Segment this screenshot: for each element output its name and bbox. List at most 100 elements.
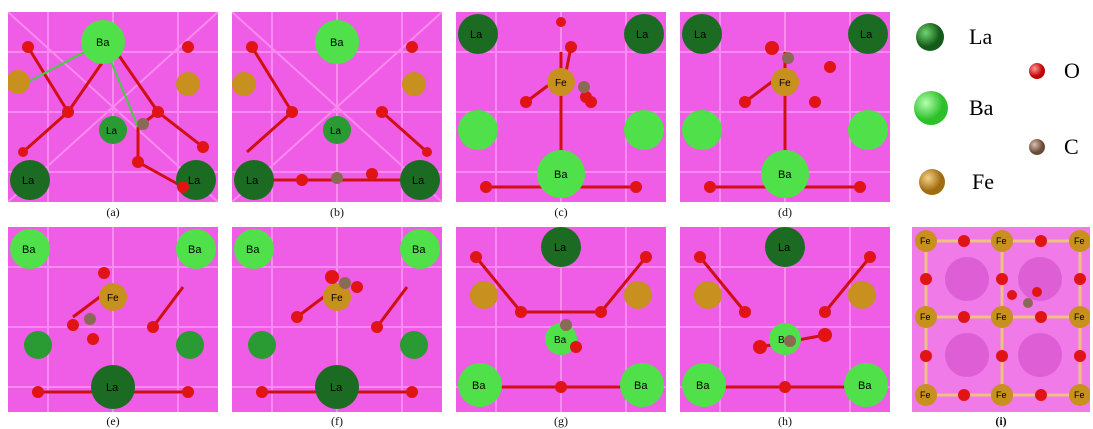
ba-atom <box>458 363 502 407</box>
la-atom <box>624 14 664 54</box>
caption-g: (g) <box>554 414 568 428</box>
c-atom <box>339 277 351 289</box>
legend-label-o: O <box>1064 58 1080 83</box>
fe-atom <box>99 283 127 311</box>
legend-item-c: C <box>1028 134 1079 160</box>
c-atom <box>137 118 149 130</box>
ba-atom <box>682 363 726 407</box>
ba-atom <box>234 229 274 269</box>
fe-label: Fe <box>1074 236 1085 246</box>
c-atom <box>578 81 590 93</box>
fe-atom <box>1069 384 1090 406</box>
fe-atom <box>470 281 498 309</box>
fe-atom <box>694 281 722 309</box>
la-atom <box>10 160 50 200</box>
fe-label: Fe <box>555 78 567 89</box>
panel-b: Ba La La La <box>232 12 442 202</box>
panel-e: Ba Ba Fe La <box>8 227 218 412</box>
ba-atom <box>81 20 125 64</box>
fe-label: Fe <box>779 78 791 89</box>
la-atom <box>458 14 498 54</box>
legend-label-fe: Fe <box>972 169 994 194</box>
ba-atom <box>315 20 359 64</box>
ba-label: Ba <box>472 380 486 392</box>
fe-atom <box>848 281 876 309</box>
c-atom <box>782 52 794 64</box>
fe-atom <box>771 68 799 96</box>
caption-h: (h) <box>778 414 792 428</box>
fe-atom <box>323 283 351 311</box>
c-atom <box>84 313 96 325</box>
fe-label: Fe <box>1074 312 1085 322</box>
fe-label: Fe <box>920 312 931 322</box>
legend-item-la: La <box>915 22 992 52</box>
la-atom <box>99 116 127 144</box>
la-atom <box>765 227 805 267</box>
la-atom <box>315 365 359 409</box>
ba-atom <box>400 229 440 269</box>
fe-atom <box>915 230 937 252</box>
fe-atom <box>547 68 575 96</box>
ba-atom <box>537 150 585 198</box>
panel-a: Ba La La La <box>8 12 218 202</box>
caption-d: (d) <box>778 205 792 219</box>
la-atom <box>682 14 722 54</box>
la-label: La <box>246 175 259 187</box>
ba-label: Ba <box>858 380 872 392</box>
la-atom <box>848 14 888 54</box>
fe-label: Fe <box>996 312 1007 322</box>
la-atom <box>400 160 440 200</box>
c-atom <box>1023 298 1033 308</box>
fe-atom <box>1069 306 1090 328</box>
ba-atom <box>458 110 498 150</box>
fe-label: Fe <box>107 293 119 304</box>
c-icon <box>1029 139 1045 155</box>
ba-label: Ba <box>22 244 36 256</box>
ba-label: Ba <box>554 169 568 181</box>
caption-b: (b) <box>330 205 344 219</box>
ba-label: Ba <box>188 244 202 256</box>
panel-i: Fe Fe Fe Fe Fe Fe Fe Fe Fe <box>912 227 1090 412</box>
c-atom <box>784 335 796 347</box>
la-label: La <box>694 29 707 41</box>
ba-atom <box>10 229 50 269</box>
la-label: La <box>636 29 649 41</box>
panel-g: La Ba Ba Ba <box>456 227 666 412</box>
caption-f: (f) <box>331 414 343 428</box>
la-label: La <box>106 126 118 137</box>
ba-label: Ba <box>554 335 567 346</box>
la-atom <box>24 331 52 359</box>
legend-label-c: C <box>1064 134 1079 159</box>
la-label: La <box>554 242 567 254</box>
legend-item-fe: Fe <box>918 168 994 196</box>
fe-label: Fe <box>996 236 1007 246</box>
panel-f: Ba Ba Fe La <box>232 227 442 412</box>
la-atom <box>248 331 276 359</box>
fe-atom <box>176 72 200 96</box>
caption-e: (e) <box>106 414 120 428</box>
la-atom <box>91 365 135 409</box>
la-label: La <box>106 382 119 394</box>
o-icon <box>1029 63 1045 79</box>
fe-atom <box>915 384 937 406</box>
ba-label: Ba <box>634 380 648 392</box>
la-atom <box>234 160 274 200</box>
panel-d: La La Fe Ba <box>680 12 890 202</box>
fe-atom <box>991 306 1013 328</box>
la-atom <box>541 227 581 267</box>
fe-label: Fe <box>331 293 343 304</box>
legend-item-ba: Ba <box>913 90 993 126</box>
fe-label: Fe <box>996 390 1007 400</box>
ba-atom <box>620 363 664 407</box>
ba-icon <box>914 91 948 125</box>
ba-label: Ba <box>330 37 344 49</box>
fe-atom <box>991 230 1013 252</box>
fe-label: Fe <box>920 236 931 246</box>
ba-atom <box>624 110 664 150</box>
la-atom <box>323 116 351 144</box>
la-icon <box>916 23 944 51</box>
c-atom <box>560 319 572 331</box>
ba-atom <box>848 110 888 150</box>
fe-atom <box>915 306 937 328</box>
la-label: La <box>860 29 873 41</box>
